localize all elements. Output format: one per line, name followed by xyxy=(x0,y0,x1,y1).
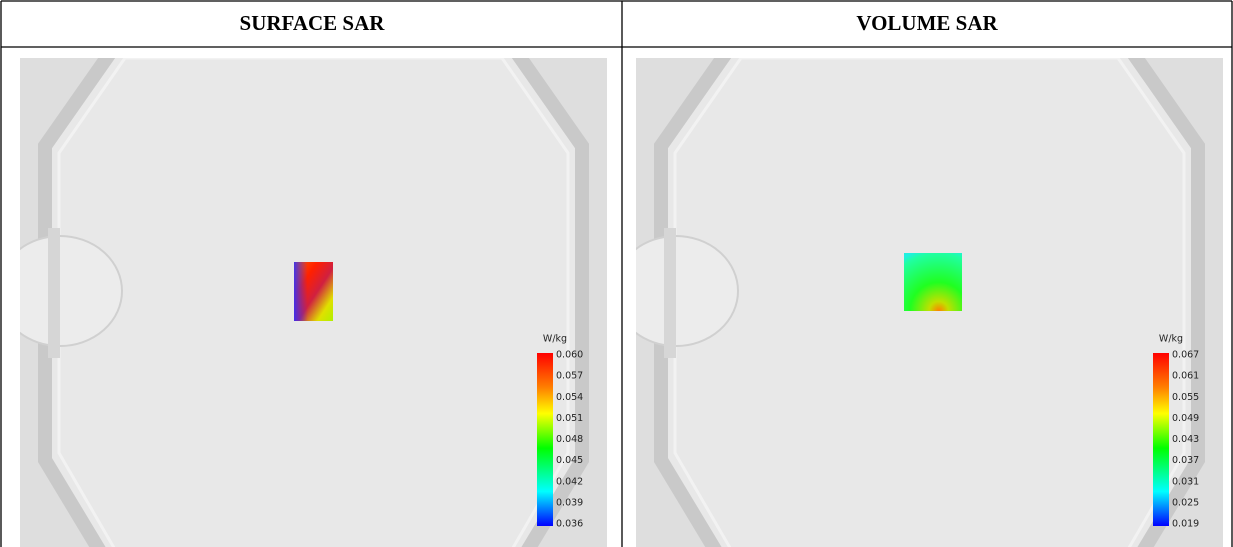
scale-label: 0.048 xyxy=(556,434,583,445)
column-header: SURFACE SAR xyxy=(240,11,386,35)
scale-label: 0.039 xyxy=(556,497,583,508)
scale-label: 0.055 xyxy=(1172,392,1199,403)
scale-label: 0.043 xyxy=(1172,434,1199,445)
scale-label: 0.042 xyxy=(556,476,583,487)
unit-label: W/kg xyxy=(543,334,567,345)
unit-label: W/kg xyxy=(1159,334,1183,345)
column-header: VOLUME SAR xyxy=(856,11,998,35)
scale-label: 0.051 xyxy=(556,413,583,424)
scale-label: 0.049 xyxy=(1172,413,1199,424)
scale-label: 0.067 xyxy=(1172,350,1199,361)
scale-label: 0.057 xyxy=(556,371,583,382)
scale-label: 0.060 xyxy=(556,350,583,361)
scale-label: 0.054 xyxy=(556,392,583,403)
color-bar xyxy=(1153,353,1169,526)
labels: W/kg 0.060 0.057 0.054 0.051 0.048 0.045 0.042 0… xyxy=(543,334,1199,530)
volume-sar-image xyxy=(614,46,1223,547)
scale-label: 0.045 xyxy=(556,455,583,466)
scale-label: 0.019 xyxy=(1172,519,1199,530)
scale-label: 0.031 xyxy=(1172,476,1199,487)
scale-label: 0.037 xyxy=(1172,455,1199,466)
color-bar xyxy=(537,353,553,526)
surface-sar-image xyxy=(0,46,607,547)
scale-label: 0.061 xyxy=(1172,371,1199,382)
scale-label: 0.025 xyxy=(1172,497,1199,508)
scale-label: 0.036 xyxy=(556,519,583,530)
sar-patch xyxy=(904,253,962,311)
